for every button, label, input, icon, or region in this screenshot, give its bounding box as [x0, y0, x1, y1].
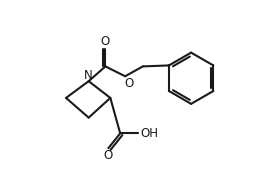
Text: O: O — [104, 149, 113, 162]
Text: O: O — [124, 77, 134, 90]
Text: OH: OH — [141, 127, 159, 140]
Text: O: O — [101, 35, 110, 48]
Text: N: N — [84, 69, 93, 82]
